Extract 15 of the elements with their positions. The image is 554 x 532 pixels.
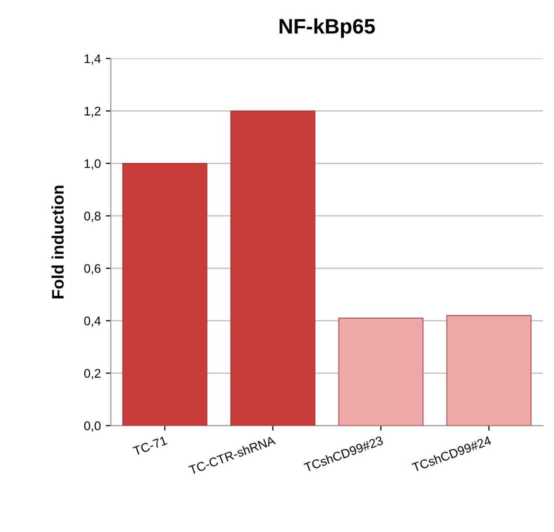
y-axis-title: Fold induction [52,186,64,298]
bar [122,163,208,426]
bar [230,110,316,426]
y-tick-label: 0,4 [84,316,101,327]
y-tick-label: 0,0 [84,421,101,432]
x-tick-label: TC-71 [132,436,168,456]
y-tick-label: 1,2 [84,106,100,118]
y-tick-label: 1,0 [84,159,101,170]
y-tick-label: 0,6 [84,264,101,274]
bar [338,318,424,426]
y-tick-label: 0,2 [84,368,100,380]
bar [446,315,532,426]
chart-title: NF-kBp65 [280,18,375,38]
y-tick-label: 0,8 [84,212,101,222]
y-tick-label: 1,4 [84,54,101,65]
